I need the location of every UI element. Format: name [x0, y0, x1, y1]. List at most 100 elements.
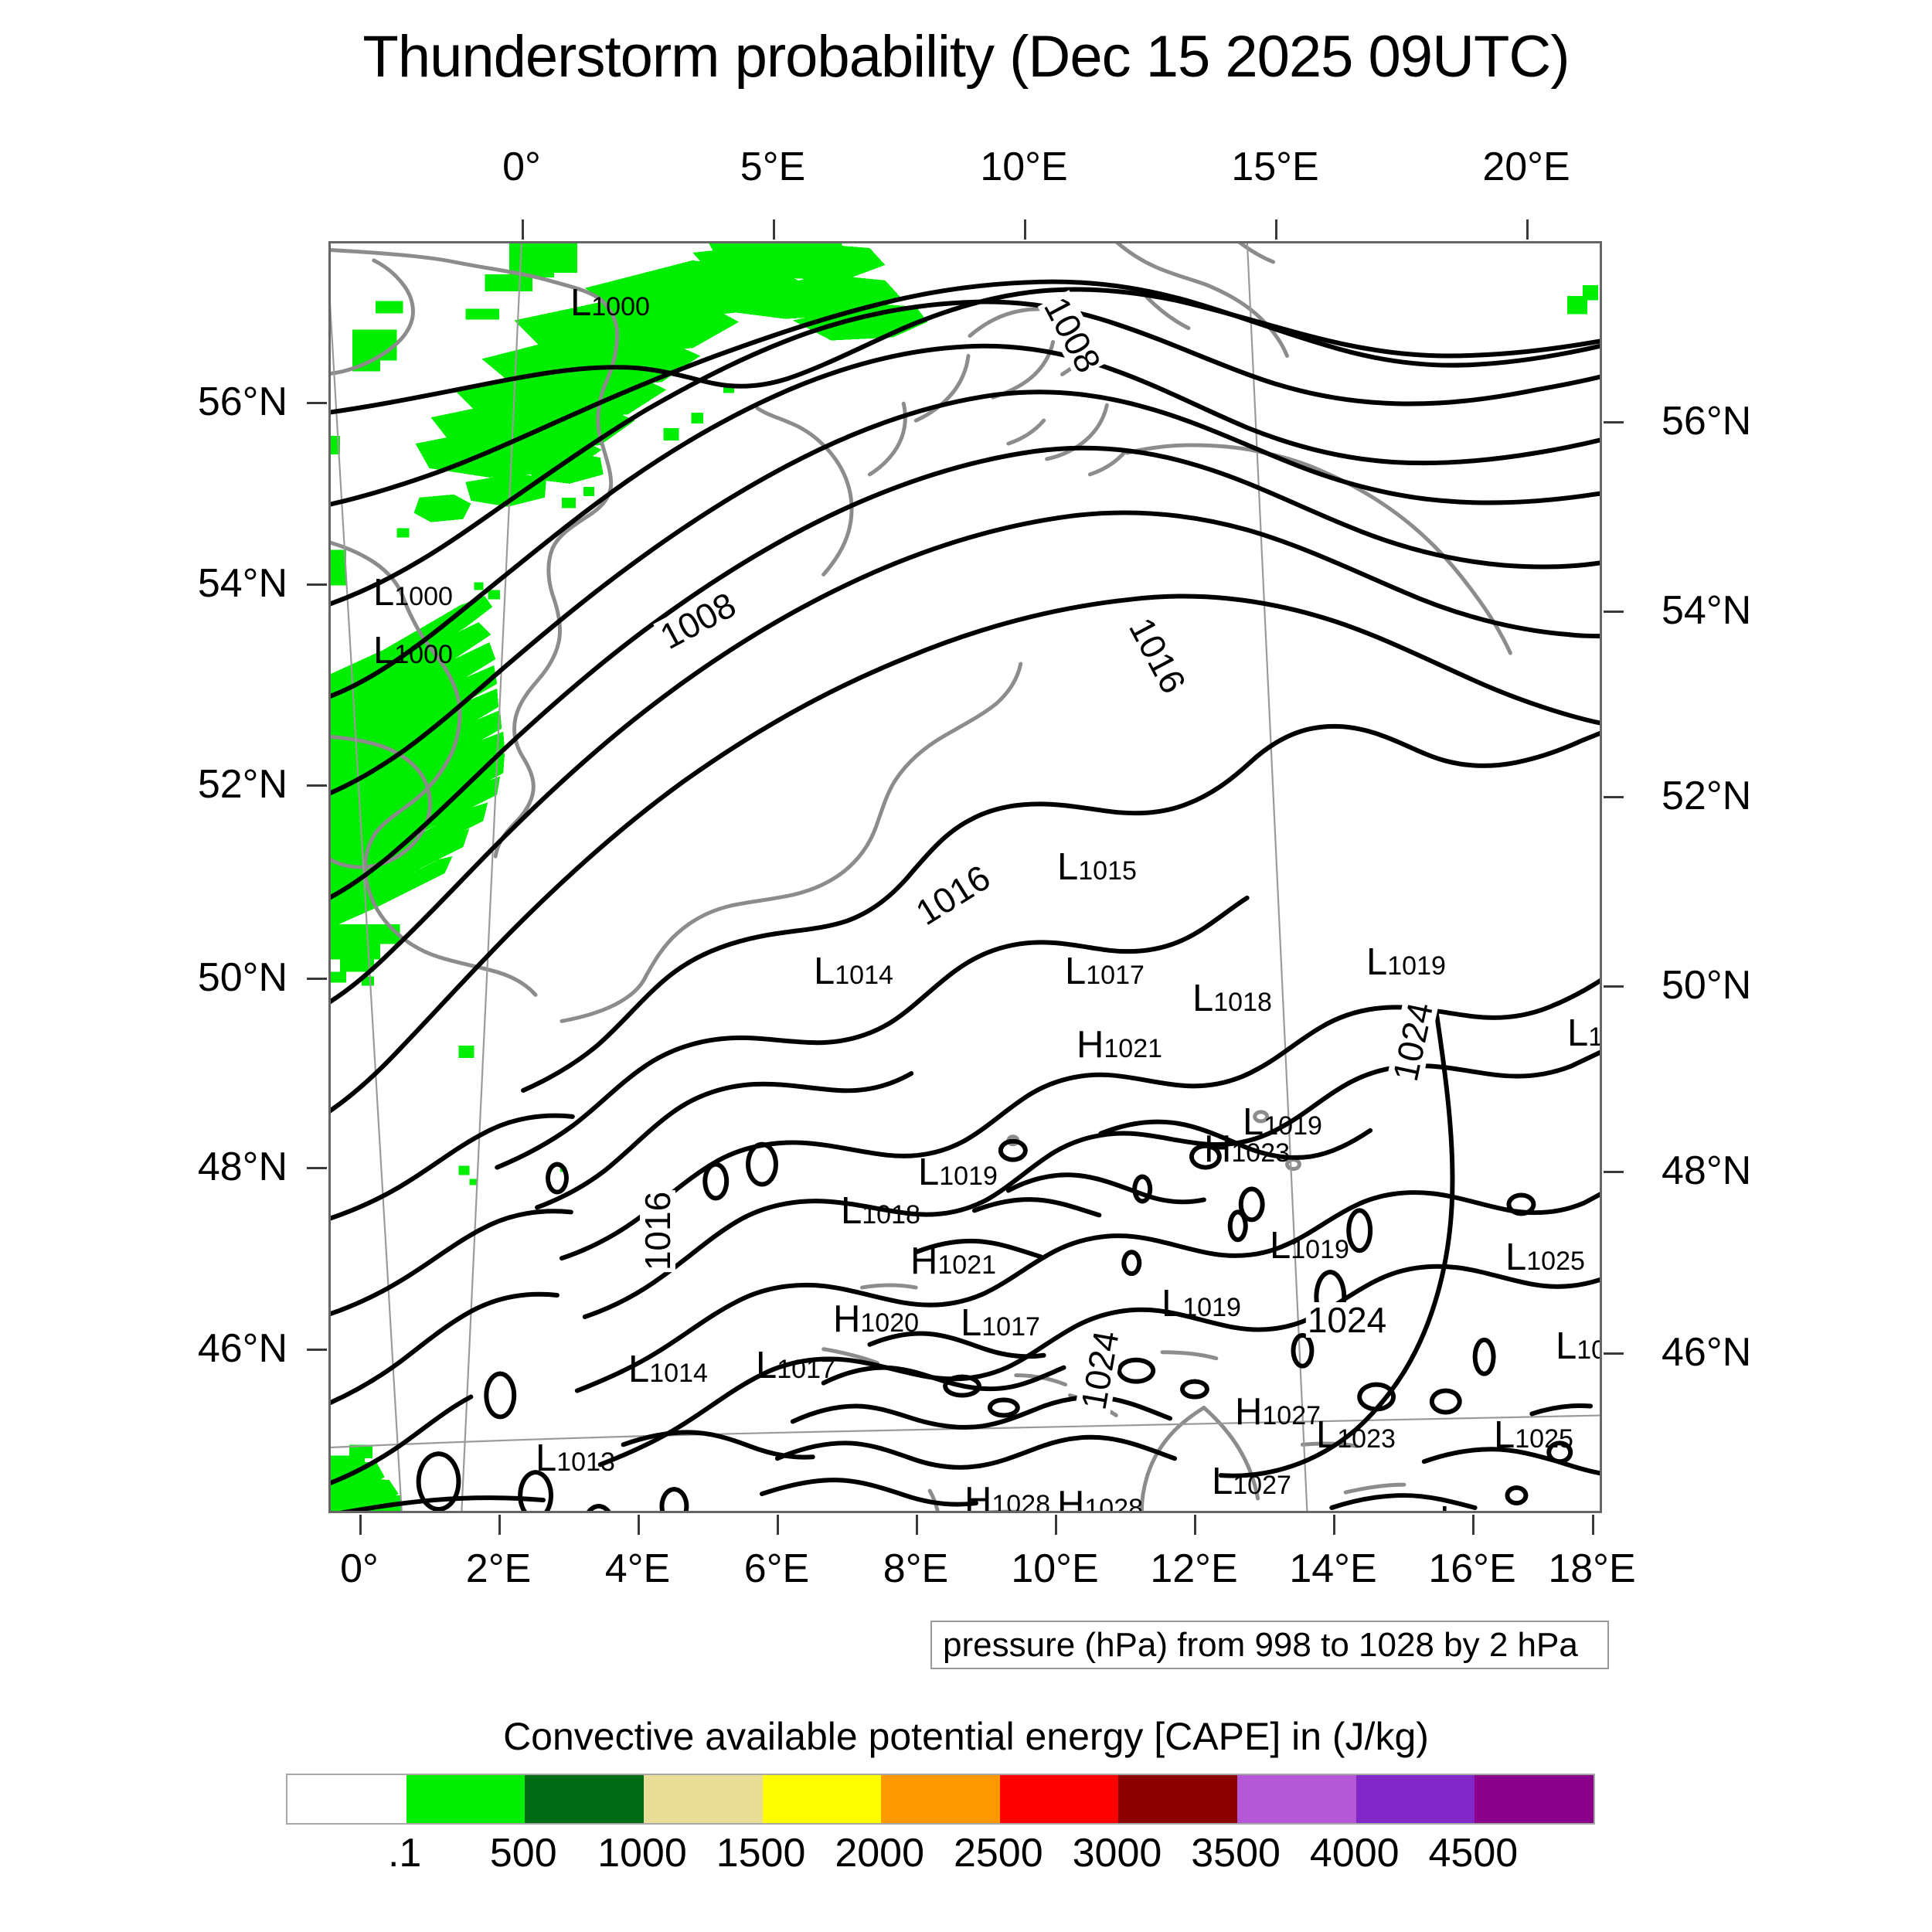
colorbar-segment-3[interactable]	[643, 1775, 763, 1823]
axis-label-right: 52°N	[1662, 774, 1752, 818]
axis-label-top: 15°E	[1231, 145, 1319, 189]
page-title: Thunderstorm probability (Dec 15 2025 09…	[362, 24, 1570, 90]
high-pressure-center: H1028	[1057, 1486, 1144, 1513]
colorbar-segment-1[interactable]	[406, 1775, 526, 1823]
pressure-center-value: 1020	[860, 1308, 920, 1338]
axis-tick-right	[1604, 796, 1624, 798]
low-pressure-center: L1019	[1366, 944, 1446, 981]
axis-label-left: 54°N	[197, 561, 287, 606]
axis-label-right: 48°N	[1662, 1148, 1752, 1193]
pressure-center-value: 1018	[1213, 988, 1272, 1017]
low-pressure-letter: L	[841, 1190, 862, 1232]
pressure-center-value: 1017	[777, 1355, 835, 1384]
colorbar-title: Convective available potential energy [C…	[503, 1715, 1429, 1758]
axis-tick-left	[307, 784, 327, 787]
axis-label-top: 20°E	[1482, 145, 1570, 189]
pressure-center-value: 1019	[939, 1162, 998, 1191]
pressure-center-value: 1021	[937, 1250, 997, 1280]
axis-tick-left	[307, 583, 327, 586]
axis-tick-bottom	[1592, 1515, 1594, 1535]
axis-label-left: 48°N	[197, 1145, 287, 1189]
low-pressure-center: L1018	[1192, 980, 1272, 1018]
axis-label-right: 56°N	[1662, 399, 1752, 444]
pressure-center-value: 102	[1577, 1335, 1600, 1365]
colorbar-segment-6[interactable]	[999, 1775, 1119, 1823]
pressure-center-value: 1019	[1291, 1235, 1349, 1264]
colorbar-segment-10[interactable]	[1475, 1775, 1594, 1823]
low-pressure-center: L1027	[1212, 1463, 1291, 1501]
colorbar-segment-9[interactable]	[1355, 1775, 1475, 1823]
colorbar-segment-2[interactable]	[525, 1775, 644, 1823]
low-pressure-center: L1015	[1057, 849, 1137, 886]
low-pressure-center: L102	[1556, 1325, 1600, 1367]
pressure-center-value: 1019	[1182, 1293, 1241, 1322]
low-pressure-letter: L	[1065, 951, 1087, 992]
low-pressure-center: L102	[1567, 1012, 1600, 1054]
low-pressure-letter: L	[1556, 1325, 1577, 1367]
pressure-center-value: 1024	[1461, 1509, 1519, 1511]
low-pressure-center: L1019	[1270, 1227, 1349, 1265]
colorbar-segment-8[interactable]	[1237, 1775, 1356, 1823]
pressure-center-value: 1019	[1264, 1111, 1322, 1141]
colorbar-segment-0[interactable]	[287, 1775, 406, 1823]
colorbar-tick-label: 2000	[835, 1831, 925, 1876]
low-pressure-center: L1000	[373, 632, 453, 670]
axis-label-left: 50°N	[197, 955, 287, 1000]
pressure-center-value: 1013	[556, 1447, 615, 1477]
pressure-center-value: 1027	[1233, 1471, 1291, 1500]
axis-tick-right	[1604, 1171, 1624, 1173]
pressure-center-value: 1017	[981, 1312, 1040, 1342]
high-pressure-letter: H	[1077, 1024, 1104, 1066]
pressure-center-value: 1000	[394, 640, 453, 669]
high-pressure-center: H1021	[1077, 1026, 1162, 1064]
axis-tick-right	[1604, 1352, 1624, 1355]
axis-label-bottom: 0°	[340, 1546, 379, 1591]
high-pressure-center: H1027	[1235, 1393, 1321, 1431]
pressure-center-value: 1019	[1387, 951, 1446, 981]
low-pressure-center: L1013	[536, 1440, 615, 1478]
axis-label-bottom: 12°E	[1150, 1546, 1238, 1591]
axis-tick-bottom	[1055, 1515, 1057, 1535]
axis-tick-top	[522, 219, 524, 240]
colorbar-segment-4[interactable]	[762, 1775, 882, 1823]
high-pressure-letter: H	[833, 1298, 861, 1340]
low-pressure-center: L1017	[1065, 953, 1145, 991]
pressure-center-value: 1021	[1104, 1034, 1163, 1063]
low-pressure-letter: L	[1162, 1283, 1183, 1325]
axis-tick-top	[773, 219, 775, 240]
low-pressure-center: L1019	[918, 1154, 998, 1192]
high-pressure-letter: H	[964, 1480, 992, 1513]
high-pressure-letter: H	[910, 1240, 938, 1282]
axis-label-bottom: 18°E	[1548, 1546, 1636, 1591]
low-pressure-letter: L	[1270, 1225, 1291, 1267]
axis-label-bottom: 4°E	[604, 1546, 671, 1591]
high-pressure-center: H1028	[964, 1480, 1051, 1513]
axis-label-right: 50°N	[1662, 963, 1752, 1008]
low-pressure-letter: L	[1567, 1012, 1589, 1054]
axis-label-right: 54°N	[1662, 588, 1752, 633]
colorbar-tick-group: .1 500 1000 1500 2000 2500 3000 3500 4000 4500	[286, 1830, 1595, 1878]
colorbar-segment-5[interactable]	[881, 1775, 1000, 1823]
axis-label-bottom: 16°E	[1428, 1546, 1516, 1591]
axis-tick-right	[1604, 611, 1624, 613]
map-plot-area[interactable]: 1008 1008 1016 1016 1016 1024 1024 1024 L1000 L1…	[328, 241, 1602, 1513]
low-pressure-letter: L	[1366, 941, 1388, 983]
low-pressure-center: L1018	[841, 1192, 920, 1230]
colorbar-segment-7[interactable]	[1118, 1775, 1238, 1823]
colorbar-tick-label: 1500	[716, 1831, 806, 1876]
axis-label-right: 46°N	[1662, 1330, 1752, 1375]
axis-tick-bottom	[359, 1515, 362, 1535]
colorbar[interactable]	[286, 1774, 1595, 1825]
map-canvas	[331, 243, 1600, 1511]
high-pressure-center: H1023	[1204, 1131, 1290, 1168]
colorbar-tick-label: 2500	[953, 1831, 1043, 1876]
axis-tick-left	[307, 978, 327, 980]
axis-label-bottom: 10°E	[1011, 1546, 1099, 1591]
pressure-center-value: 1028	[1084, 1494, 1144, 1513]
axis-tick-bottom	[498, 1515, 501, 1535]
pressure-center-value: 1028	[992, 1490, 1051, 1513]
axis-label-bottom: 2°E	[465, 1546, 532, 1591]
axis-tick-right	[1604, 985, 1624, 988]
axis-tick-bottom	[777, 1515, 779, 1535]
